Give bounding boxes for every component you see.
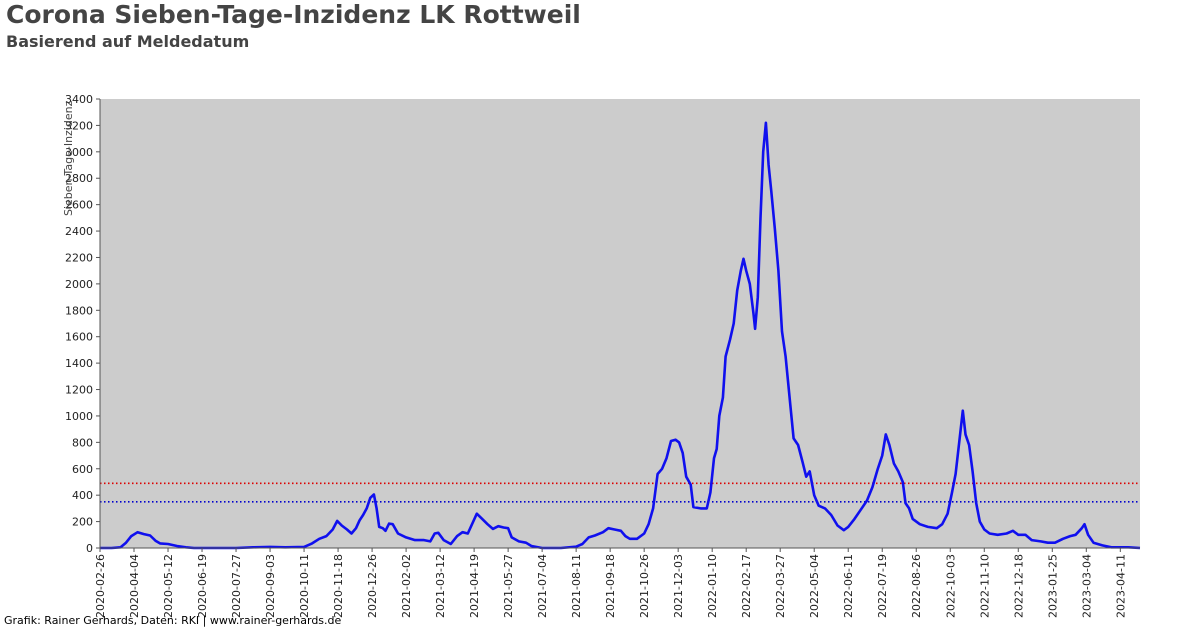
source-credit: Grafik: Rainer Gerhards, Daten: RKI | ww… — [4, 614, 342, 627]
x-tick-label: 2020-10-11 — [298, 554, 311, 618]
x-tick-label: 2021-03-12 — [434, 554, 447, 618]
y-tick-label: 0 — [86, 542, 93, 555]
threshold-lines — [100, 482, 1140, 503]
y-tick-label: 1800 — [65, 304, 93, 317]
x-tick-label: 2022-11-10 — [978, 554, 991, 618]
x-tick-label: 2020-09-03 — [264, 554, 277, 618]
x-tick-label: 2020-05-12 — [162, 554, 175, 618]
x-tick-label: 2020-12-26 — [366, 554, 379, 618]
x-tick-label: 2021-10-26 — [638, 554, 651, 618]
y-tick-label: 2400 — [65, 225, 93, 238]
x-tick-label: 2021-09-18 — [604, 554, 617, 618]
y-axis: 0 200 400 600 800 1000 1200 1400 1600 1800 2000 220… — [65, 93, 101, 555]
x-tick-label: 2023-03-04 — [1080, 554, 1093, 618]
x-tick-label: 2022-02-17 — [740, 554, 753, 618]
y-tick-label: 2000 — [65, 278, 93, 291]
y-tick-label: 400 — [72, 489, 93, 502]
y-tick-label: 3200 — [65, 119, 93, 132]
x-tick-label: 2023-01-25 — [1046, 554, 1059, 618]
y-tick-label: 2200 — [65, 251, 93, 264]
x-tick-label: 2021-12-03 — [672, 554, 685, 618]
x-tick-label: 2021-04-19 — [468, 554, 481, 618]
y-tick-label: 600 — [72, 463, 93, 476]
plot-area — [100, 99, 1140, 548]
x-tick-label: 2020-11-18 — [332, 554, 345, 618]
y-tick-label: 2600 — [65, 199, 93, 212]
y-tick-label: 3400 — [65, 93, 93, 106]
incidence-series-line — [100, 121, 1141, 550]
x-tick-label: 2022-12-18 — [1012, 554, 1025, 618]
x-tick-label: 2022-05-04 — [808, 554, 821, 618]
x-tick-label: 2022-06-11 — [842, 554, 855, 618]
y-tick-label: 2800 — [65, 172, 93, 185]
y-tick-label: 3000 — [65, 146, 93, 159]
y-tick-label: 800 — [72, 436, 93, 449]
x-axis: 2020-02-26 2020-04-04 2020-05-12 2020-06-19… — [94, 547, 1140, 618]
x-tick-label: 2020-06-19 — [196, 554, 209, 618]
y-axis-label: Sieben-Tage-Inzidenz — [62, 100, 75, 216]
x-tick-label: 2022-10-03 — [944, 554, 957, 618]
x-tick-label: 2021-02-02 — [400, 554, 413, 618]
x-tick-label: 2020-04-04 — [128, 554, 141, 618]
chart-subtitle: Basierend auf Meldedatum — [6, 32, 250, 51]
x-tick-label: 2020-07-27 — [230, 554, 243, 618]
y-tick-label: 1400 — [65, 357, 93, 370]
y-tick-label: 1200 — [65, 384, 93, 397]
x-tick-label: 2020-02-26 — [94, 554, 107, 618]
x-tick-label: 2022-01-10 — [706, 554, 719, 618]
x-tick-label: 2021-08-11 — [570, 554, 583, 618]
x-tick-label: 2023-04-11 — [1114, 554, 1127, 618]
series-layer — [100, 121, 1141, 550]
y-tick-label: 200 — [72, 516, 93, 529]
chart-title: Corona Sieben-Tage-Inzidenz LK Rottweil — [6, 0, 581, 29]
y-tick-label: 1600 — [65, 331, 93, 344]
x-tick-label: 2022-08-26 — [910, 554, 923, 618]
x-tick-label: 2022-03-27 — [774, 554, 787, 618]
x-tick-label: 2022-07-19 — [876, 554, 889, 618]
x-tick-label: 2021-07-04 — [536, 554, 549, 618]
x-tick-label: 2021-05-27 — [502, 554, 515, 618]
y-tick-label: 1000 — [65, 410, 93, 423]
